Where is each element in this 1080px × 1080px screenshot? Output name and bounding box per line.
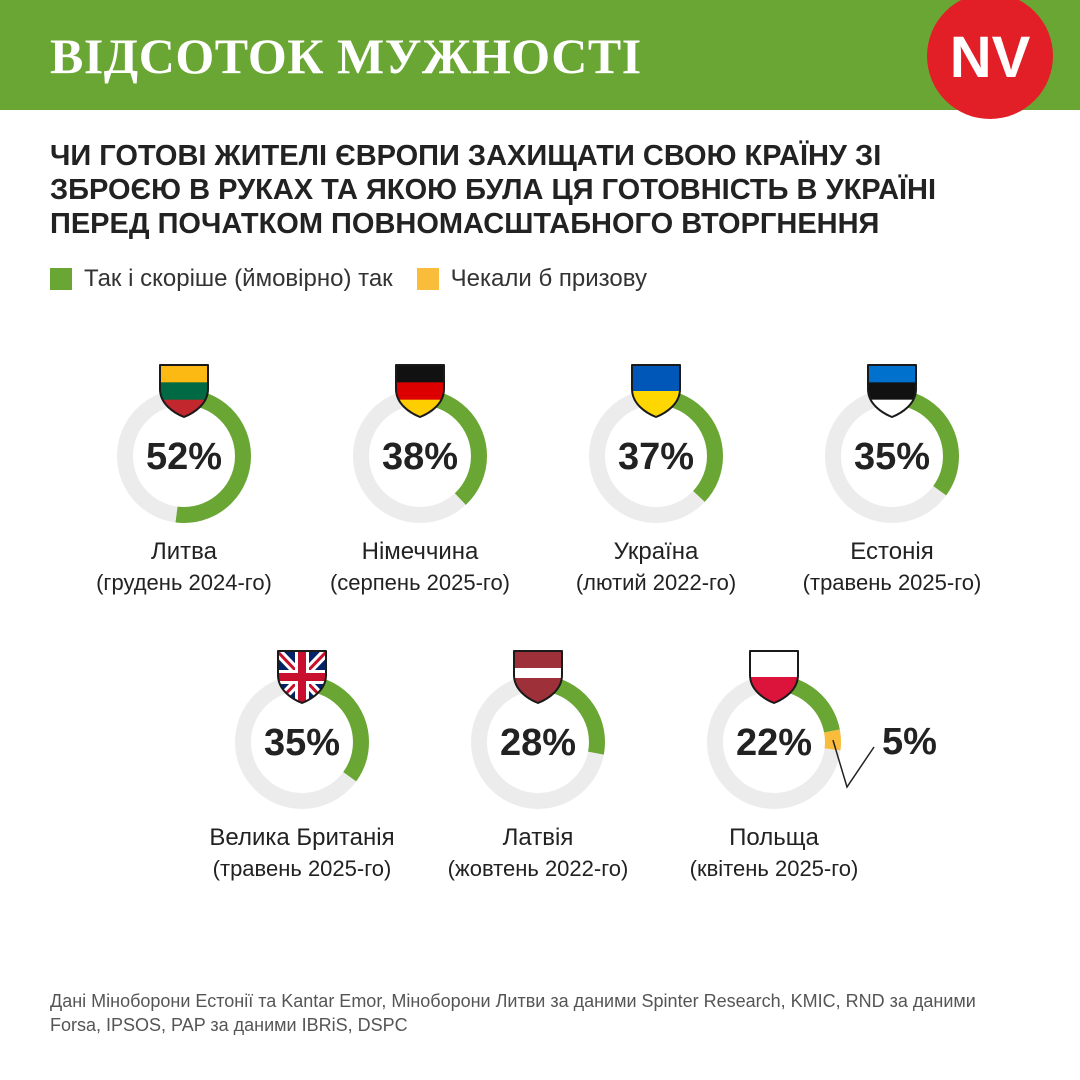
conscription-leader-line bbox=[832, 739, 875, 789]
header-bar: ВІДСОТОК МУЖНОСТІ NV bbox=[0, 0, 1080, 119]
donut-chart-item: 35% Естонія (травень 2025-го) bbox=[803, 364, 982, 595]
flag-stripe bbox=[750, 651, 798, 678]
legend-item-yes: Так і скоріше (ймовірно) так bbox=[50, 265, 393, 293]
legend-item-conscription: Чекали б призову bbox=[416, 265, 647, 293]
flag-outline bbox=[631, 364, 681, 418]
flag-fill bbox=[396, 365, 444, 417]
country-label: Польща bbox=[729, 824, 819, 851]
flag-stripe bbox=[396, 382, 444, 401]
legend: Так і скоріше (ймовірно) так Чекали б пр… bbox=[50, 264, 671, 294]
legend-label-conscription: Чекали б призову bbox=[450, 265, 647, 292]
survey-date-label: (лютий 2022-го) bbox=[576, 570, 736, 595]
donut-value-label: 35% bbox=[264, 722, 340, 764]
flag-fill bbox=[868, 365, 916, 417]
germany-flag-icon bbox=[395, 364, 445, 418]
flag-stripe bbox=[160, 399, 208, 417]
survey-date-label: (травень 2025-го) bbox=[803, 570, 982, 595]
logo-circle bbox=[927, 0, 1053, 119]
flag-fill bbox=[750, 651, 798, 703]
survey-date-label: (грудень 2024-го) bbox=[96, 570, 272, 595]
country-label: Латвія bbox=[503, 824, 574, 851]
flag-stripe bbox=[160, 365, 208, 383]
flag-outline bbox=[395, 364, 445, 418]
latvia-flag-icon bbox=[513, 650, 563, 704]
flag-stripe bbox=[514, 668, 562, 678]
legend-swatch-conscription bbox=[416, 268, 439, 290]
donut-value-label: 38% bbox=[382, 436, 458, 478]
donut-chart-item: 28% Латвія (жовтень 2022-го) bbox=[448, 650, 629, 881]
flag-stripe bbox=[396, 399, 444, 417]
donut-value-label: 28% bbox=[500, 722, 576, 764]
nv-logo: NV bbox=[927, 0, 1053, 119]
lithuania-flag-icon bbox=[159, 364, 209, 418]
survey-date-label: (жовтень 2022-го) bbox=[448, 856, 629, 881]
legend-swatch-yes bbox=[50, 268, 72, 290]
logo-text: NV bbox=[950, 25, 1031, 90]
flag-fill bbox=[632, 365, 680, 417]
source-note: Дані Міноборони Естонії та Kantar Emor, … bbox=[50, 991, 976, 1035]
donut-chart-item: 5% 22% Польща (квітень 2025-го) bbox=[690, 650, 937, 881]
flag-stripe bbox=[868, 399, 916, 417]
survey-date-label: (травень 2025-го) bbox=[213, 856, 392, 881]
donut-chart-item: 52% Литва (грудень 2024-го) bbox=[96, 364, 272, 595]
flag-fill bbox=[278, 651, 326, 703]
donut-value-label: 35% bbox=[854, 436, 930, 478]
ukraine-flag-icon bbox=[631, 364, 681, 418]
flag-fill bbox=[514, 651, 562, 703]
page-title: ВІДСОТОК МУЖНОСТІ bbox=[50, 28, 642, 84]
country-label: Україна bbox=[614, 538, 699, 565]
poland-flag-icon bbox=[749, 650, 799, 704]
flag-stripe bbox=[160, 382, 208, 401]
country-label: Німеччина bbox=[362, 538, 479, 565]
donut-value-label: 22% bbox=[736, 722, 812, 764]
donut-chart-item: 38% Німеччина (серпень 2025-го) bbox=[330, 364, 510, 595]
donut-value-label: 52% bbox=[146, 436, 222, 478]
survey-date-label: (серпень 2025-го) bbox=[330, 570, 510, 595]
survey-date-label: (квітень 2025-го) bbox=[690, 856, 859, 881]
flag-outline bbox=[513, 650, 563, 704]
flag-stripe bbox=[868, 382, 916, 401]
flag-stripe bbox=[868, 365, 916, 383]
flag-stripe bbox=[632, 365, 680, 392]
flag-outline bbox=[867, 364, 917, 418]
flag-stripe bbox=[396, 365, 444, 383]
flag-outline bbox=[159, 364, 209, 418]
country-label: Велика Британія bbox=[209, 824, 394, 851]
uk-flag-icon bbox=[277, 650, 327, 704]
chart-subtitle: Чи готові жителі Європи захищати свою кр… bbox=[50, 140, 937, 240]
flag-cross-red bbox=[278, 651, 326, 703]
donut-chart-item: 37% Україна (лютий 2022-го) bbox=[576, 364, 736, 595]
conscription-value-label: 5% bbox=[882, 721, 937, 763]
legend-label-yes: Так і скоріше (ймовірно) так bbox=[84, 265, 393, 292]
flag-outline bbox=[749, 650, 799, 704]
flag-outline bbox=[277, 650, 327, 704]
estonia-flag-icon bbox=[867, 364, 917, 418]
country-label: Естонія bbox=[850, 538, 933, 565]
country-label: Литва bbox=[151, 538, 218, 565]
flag-fill bbox=[160, 365, 208, 417]
donut-value-label: 37% bbox=[618, 436, 694, 478]
donut-chart-item: 35% Велика Британія (травень 2025-го) bbox=[209, 650, 395, 881]
